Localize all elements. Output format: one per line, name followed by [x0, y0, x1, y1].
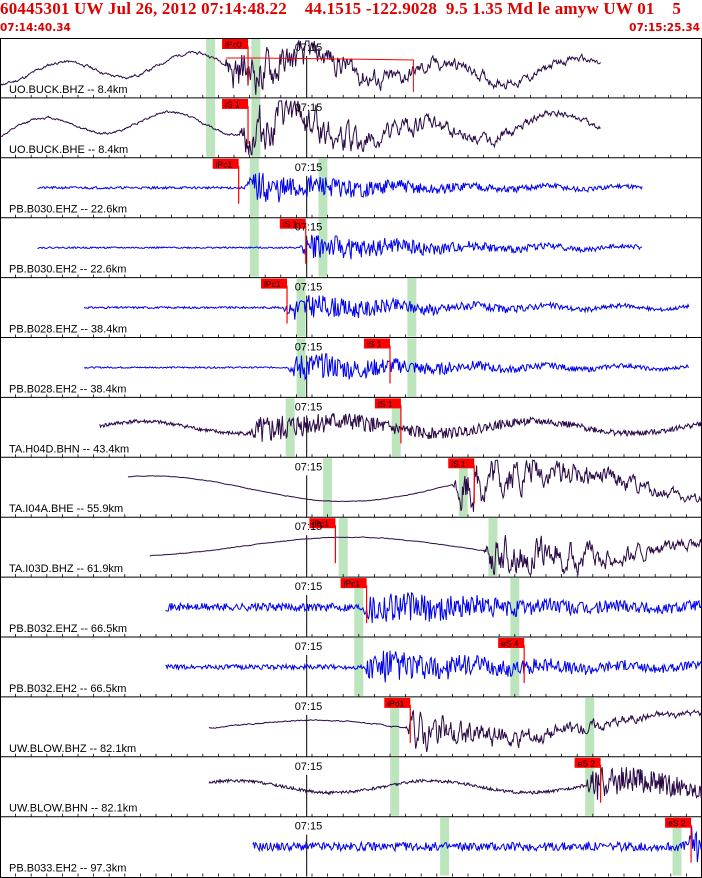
pick-label-box [212, 158, 239, 169]
trace-label: UO.BUCK.BHE -- 8.4km [9, 144, 128, 156]
pick-label-box [261, 278, 288, 289]
time-tick-label: 07:15 [295, 282, 323, 294]
pick-label: iS 1 [367, 339, 382, 349]
window-band [488, 518, 498, 577]
time-tick-label: 07:15 [295, 162, 323, 174]
pick-label: eS 2 [578, 758, 596, 768]
pick-label-box [222, 39, 249, 49]
waveform-trace [37, 172, 643, 203]
pick-label-box [384, 697, 411, 708]
time-tick-label: 07:15 [295, 342, 323, 354]
time-tick-label: 07:15 [295, 761, 323, 773]
time-tick-label: 07:15 [295, 821, 323, 833]
window-band [285, 398, 295, 457]
window-band [318, 158, 328, 217]
waveform-trace [127, 459, 702, 512]
pick-label: iPc1 [312, 519, 329, 529]
trace-label: TA.I04A.BHE -- 55.9km [9, 503, 123, 515]
pick-label-box [374, 398, 401, 409]
pick-label-box [222, 98, 249, 109]
waveform-trace [99, 412, 702, 442]
window-band [251, 98, 261, 157]
waveform-trace [37, 234, 643, 260]
trace-label: PB.B033.EH2 -- 97.3km [9, 863, 126, 875]
event-title: 60445301 UW Jul 26, 2012 07:14:48.22 44.… [0, 0, 682, 18]
pick-label: iS 1 [451, 459, 466, 469]
waveform-trace [83, 353, 690, 381]
window-band [206, 98, 216, 157]
window-band [206, 39, 216, 97]
pick-label: iPc1 [216, 159, 233, 169]
waveform-trace [165, 591, 702, 624]
pick-label: eS 4 [501, 639, 519, 649]
end-time: 07:15:25.34 [629, 22, 700, 34]
trace-label: PB.B030.EHZ -- 22.6km [9, 204, 127, 216]
pick-label: iPc0 [225, 40, 242, 50]
window-band [296, 278, 306, 337]
waveform-trace [208, 709, 702, 753]
pick-label: iPc1 [264, 279, 281, 289]
window-band [407, 338, 417, 397]
pick-label-box [364, 338, 390, 349]
header: 60445301 UW Jul 26, 2012 07:14:48.22 44.… [0, 0, 702, 38]
pick-label-box [665, 817, 692, 828]
pick-label: iS 1 [225, 99, 240, 109]
waveform-trace [0, 99, 601, 156]
time-tick-label: 07:15 [295, 701, 323, 713]
window-band [338, 518, 348, 577]
pick-label: iPc1 [344, 579, 361, 589]
window-band [251, 39, 261, 97]
window-band [510, 578, 520, 636]
trace-label: UW.BLOW.BHN -- 82.1km [9, 803, 137, 815]
time-tick-label: 07:15 [295, 461, 323, 473]
first-trace-red-line [226, 57, 414, 92]
pick-label-box [574, 757, 601, 768]
trace-label: UW.BLOW.BHZ -- 82.1km [9, 743, 136, 755]
waveform-trace [0, 39, 601, 95]
trace-label: UO.BUCK.BHZ -- 8.4km [9, 84, 128, 96]
pick-label-box [448, 458, 475, 469]
trace-label: PB.B030.EH2 -- 22.6km [9, 264, 126, 276]
trace-label: TA.H04D.BHN -- 43.4km [9, 443, 129, 455]
window-band [323, 458, 333, 517]
waveform-trace [149, 534, 702, 576]
window-band [390, 697, 400, 756]
trace-label: PB.B032.EH2 -- 66.5km [9, 683, 126, 695]
window-band [585, 757, 595, 816]
time-tick-label: 07:15 [295, 222, 323, 234]
time-tick-label: 07:15 [295, 42, 323, 54]
waveform-trace [208, 767, 702, 800]
trace-label: PB.B028.EHZ -- 38.4km [9, 324, 127, 336]
waveform-trace [165, 650, 702, 683]
pick-label: iS 1 [378, 399, 393, 409]
pick-label: iPd1 [387, 698, 404, 708]
window-band [458, 458, 468, 517]
pick-label-box [498, 638, 525, 648]
window-band [440, 817, 450, 876]
waveform-trace [252, 826, 702, 863]
time-tick-label: 07:15 [295, 581, 323, 593]
pick-label-box [340, 578, 367, 589]
time-tick-label: 07:15 [295, 102, 323, 114]
pick-label: eS 2 [668, 818, 686, 828]
trace-label: PB.B028.EH2 -- 38.4km [9, 383, 126, 395]
time-tick-label: 07:15 [295, 641, 323, 653]
trace-label: PB.B032.EHZ -- 66.5km [9, 623, 127, 635]
time-tick-label: 07:15 [295, 401, 323, 413]
trace-label: TA.I03D.BHZ -- 61.9km [9, 563, 123, 575]
waveform-trace [83, 295, 690, 320]
window-band [390, 757, 400, 816]
start-time: 07:14:40.34 [0, 22, 71, 34]
pick-label: iS 1 [283, 219, 298, 229]
pick-label-box [279, 218, 306, 229]
time-tick-label: 07:15 [295, 521, 323, 533]
pick-label-box [309, 518, 336, 529]
